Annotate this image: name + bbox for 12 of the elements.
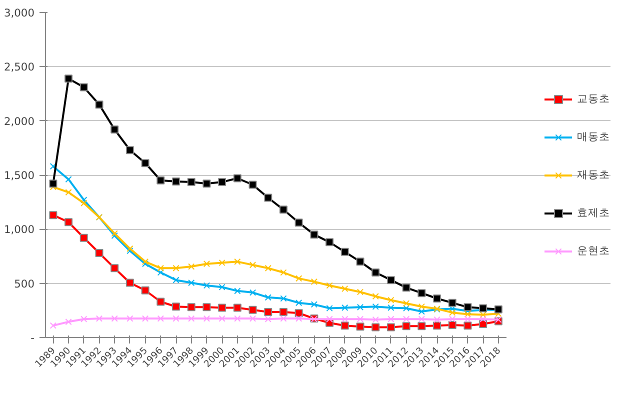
y-tick-label: 3,000 [4,6,35,20]
legend-label: 매동초 [577,130,610,144]
y-tick-label: 2,500 [4,60,35,74]
legend-label: 재동초 [577,168,610,182]
legend-label: 효제초 [577,206,610,220]
legend-label: 운현초 [577,244,610,258]
y-tick-label: - [30,332,35,344]
y-tick-label: 1,000 [4,223,35,236]
legend-label: 교동초 [577,92,610,106]
y-tick-label: 1,500 [4,169,35,182]
y-tick-label: 2,000 [4,114,35,128]
y-tick-label: 500 [14,277,35,290]
